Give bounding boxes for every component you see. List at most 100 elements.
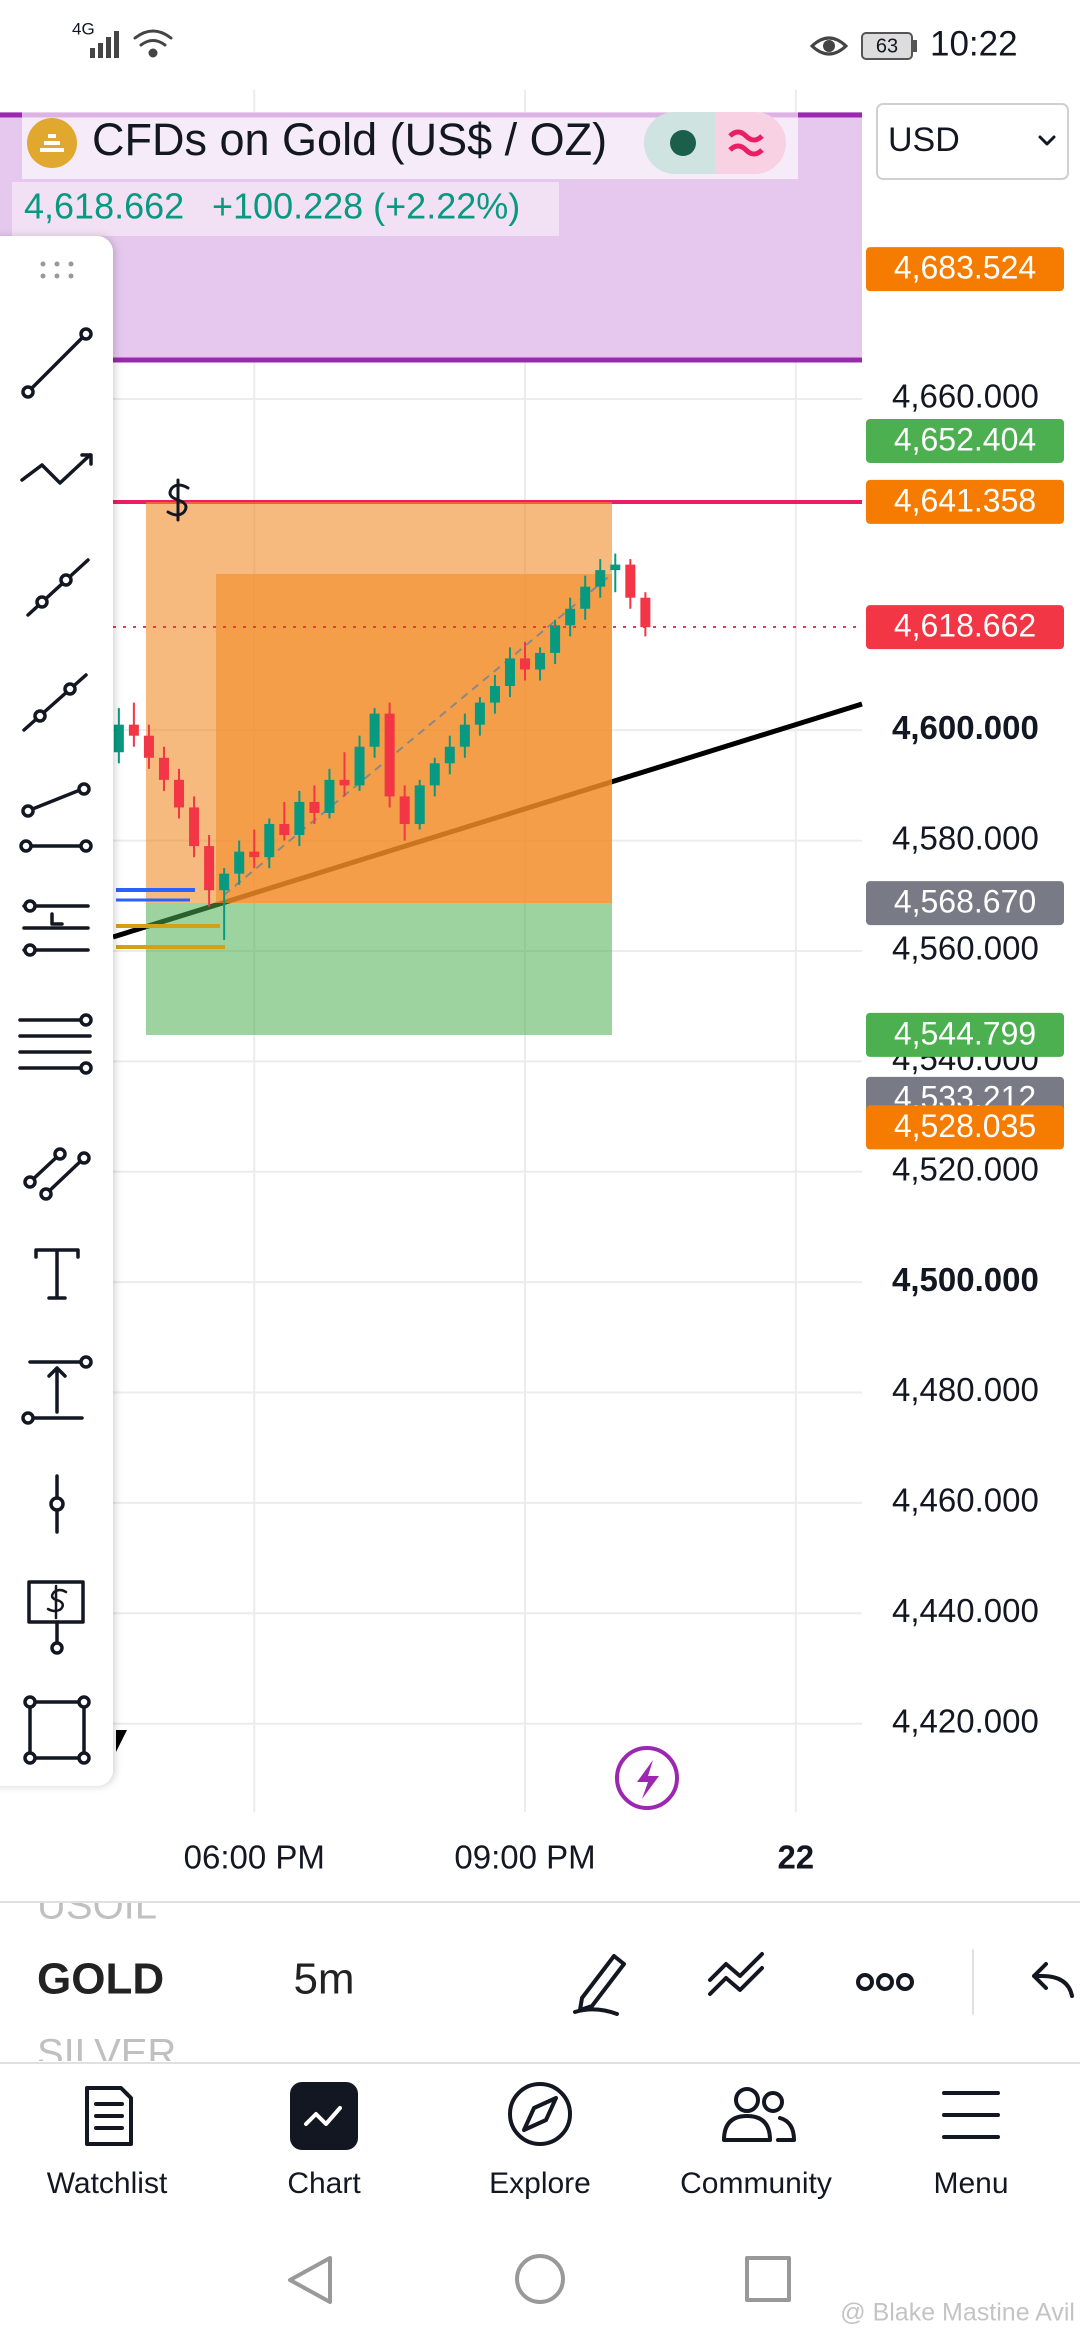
symbol-option[interactable]: USOIL bbox=[37, 1884, 157, 1928]
ray-tool[interactable] bbox=[26, 558, 90, 617]
indicator-icon bbox=[728, 129, 764, 157]
anchor-tool[interactable] bbox=[49, 1474, 65, 1534]
candle-body bbox=[234, 851, 245, 874]
price-pill bbox=[12, 182, 559, 236]
candle-body bbox=[504, 658, 515, 687]
loss-zone bbox=[146, 903, 612, 1035]
candle-body bbox=[369, 713, 380, 747]
y-tick-label: 4,520.000 bbox=[892, 1150, 1039, 1187]
price-label-bg bbox=[866, 881, 1064, 926]
symbol-current[interactable]: GOLD bbox=[37, 1955, 164, 2004]
drawing-toolbar bbox=[0, 236, 113, 1786]
marker bbox=[116, 1730, 127, 1752]
text-tool[interactable] bbox=[34, 1248, 80, 1300]
candle-body bbox=[535, 652, 546, 670]
bottom-nav: Watchlist Chart Explore Community Menu bbox=[47, 2082, 1009, 2200]
candle-body bbox=[264, 824, 275, 858]
watchlist-icon[interactable] bbox=[85, 2086, 133, 2146]
candle-body bbox=[610, 564, 621, 571]
candle-body bbox=[279, 824, 290, 836]
price-label-bg bbox=[866, 479, 1064, 524]
candle-body bbox=[158, 757, 169, 780]
price-change: +100.228 (+2.22%) bbox=[212, 186, 520, 227]
symbol-option[interactable]: SILVER bbox=[37, 2032, 176, 2076]
chart-icon[interactable] bbox=[290, 2082, 358, 2150]
grid bbox=[0, 90, 862, 1812]
path-tool[interactable] bbox=[20, 453, 93, 485]
rectangle-tool[interactable] bbox=[23, 1695, 91, 1765]
symbol-bar: USOIL GOLD SILVER 5m bbox=[37, 1884, 1074, 2076]
back-button[interactable] bbox=[288, 2256, 332, 2304]
eye-icon bbox=[809, 36, 849, 56]
price-label: 4,618.662 bbox=[894, 608, 1036, 644]
explore-icon[interactable] bbox=[508, 2082, 572, 2146]
disjoint-tool[interactable] bbox=[23, 1147, 91, 1201]
nav-label[interactable]: Community bbox=[680, 2167, 832, 2200]
candle-body bbox=[354, 746, 365, 786]
candle-body bbox=[219, 873, 230, 891]
signal-icon bbox=[90, 31, 119, 58]
y-tick-label: 4,480.000 bbox=[892, 1371, 1039, 1408]
price-label-bg bbox=[866, 605, 1064, 650]
toolbar-panel bbox=[0, 236, 113, 1786]
time-axis: 06:00 PM 09:00 PM 22 bbox=[184, 1839, 815, 1876]
wifi-icon bbox=[133, 29, 173, 58]
community-icon[interactable] bbox=[722, 2087, 796, 2142]
candle-body bbox=[384, 713, 395, 797]
price-note-tool[interactable] bbox=[27, 1580, 85, 1655]
battery bbox=[861, 32, 913, 60]
long-position-tool[interactable] bbox=[22, 899, 90, 957]
nav-label[interactable]: Menu bbox=[933, 2167, 1008, 2200]
candle-body bbox=[489, 686, 500, 703]
more-button[interactable] bbox=[856, 1973, 914, 1991]
recents-button[interactable] bbox=[745, 2256, 791, 2302]
candle-body bbox=[625, 564, 636, 598]
nav-label[interactable]: Watchlist bbox=[47, 2167, 168, 2200]
currency-select[interactable] bbox=[876, 103, 1069, 180]
candle-body bbox=[595, 570, 606, 587]
parallel-lines-tool[interactable] bbox=[18, 1013, 93, 1075]
quick-action[interactable] bbox=[615, 1746, 679, 1810]
candle-body bbox=[474, 702, 485, 725]
y-tick-label: 4,440.000 bbox=[892, 1592, 1039, 1629]
candle-body bbox=[309, 801, 320, 813]
price-label-bg bbox=[866, 247, 1064, 292]
last-price: 4,618.662 bbox=[24, 186, 184, 227]
indicators-button[interactable] bbox=[708, 1952, 764, 1996]
symbol-title[interactable]: CFDs on Gold (US$ / OZ) bbox=[92, 114, 607, 165]
price-label: 4,544.799 bbox=[894, 1015, 1036, 1051]
y-tick-label: 4,500.000 bbox=[892, 1261, 1039, 1298]
measure-tool[interactable] bbox=[21, 1355, 93, 1425]
extended-line-tool[interactable] bbox=[22, 673, 88, 732]
candle-body bbox=[143, 735, 154, 758]
candle-body bbox=[580, 586, 591, 609]
info-line-tool[interactable] bbox=[19, 782, 93, 853]
undo-button[interactable] bbox=[1032, 1962, 1074, 1998]
status-bar: 4G 63 10:22 bbox=[72, 19, 1018, 63]
price-labels: 4,533.2124,568.6704,683.5244,652.4044,64… bbox=[866, 247, 1064, 1150]
system-nav bbox=[288, 2254, 791, 2304]
gold-bars bbox=[40, 134, 64, 152]
price-label: 4,528.035 bbox=[894, 1108, 1036, 1144]
y-tick-label: 4,460.000 bbox=[892, 1482, 1039, 1519]
x-tick-label: 06:00 PM bbox=[184, 1839, 325, 1876]
nav-label[interactable]: Explore bbox=[489, 2167, 591, 2200]
draw-button[interactable] bbox=[573, 1954, 626, 2016]
trend-line-tool[interactable] bbox=[21, 327, 93, 399]
nav-label[interactable]: Chart bbox=[287, 2167, 361, 2200]
x-tick-label: 22 bbox=[777, 1839, 814, 1876]
interval[interactable]: 5m bbox=[293, 1955, 354, 2004]
menu-icon[interactable] bbox=[942, 2091, 1000, 2139]
y-tick-label: 4,600.000 bbox=[892, 709, 1039, 746]
y-tick-label: 4,660.000 bbox=[892, 378, 1039, 415]
candles bbox=[113, 553, 651, 940]
price-label-bg bbox=[866, 418, 1064, 463]
note-icon bbox=[166, 478, 190, 522]
home-button[interactable] bbox=[515, 2254, 565, 2304]
candle-body bbox=[414, 785, 425, 825]
candle-body bbox=[565, 608, 576, 626]
price-label: 4,568.670 bbox=[894, 884, 1036, 920]
candle-body bbox=[550, 625, 561, 653]
